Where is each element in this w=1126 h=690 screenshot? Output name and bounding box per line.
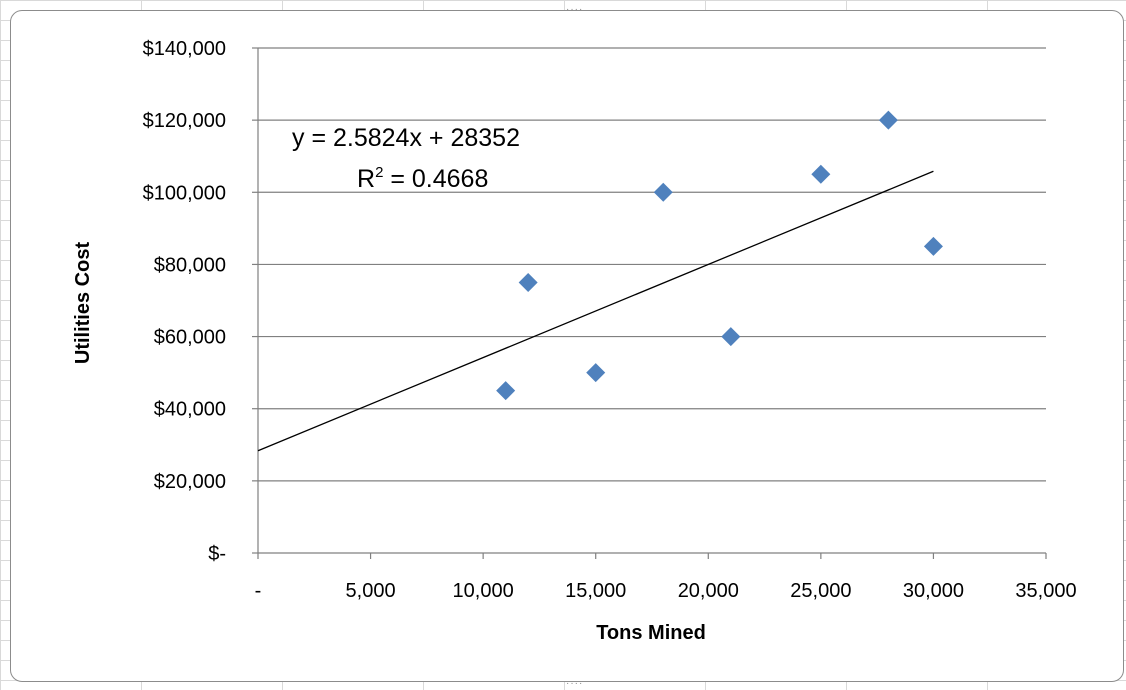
x-tick-label: 10,000 — [453, 580, 514, 602]
x-tick-label: 5,000 — [346, 580, 396, 602]
data-point — [518, 272, 538, 292]
y-tick-label: $80,000 — [154, 254, 226, 276]
trendline-equation: y = 2.5824x + 28352 — [292, 124, 520, 152]
data-point — [878, 110, 898, 130]
y-tick-label: $140,000 — [143, 38, 226, 60]
y-tick-label: $20,000 — [154, 471, 226, 493]
gridlines — [258, 47, 1046, 482]
chart-resize-handle-bottom[interactable]: ···· — [566, 678, 584, 689]
trendline — [257, 170, 934, 452]
x-tick-label: 20,000 — [678, 580, 739, 602]
y-tick-label: $60,000 — [154, 327, 226, 349]
x-tick-label: - — [255, 580, 262, 602]
chart-resize-handle-top[interactable]: ···· — [566, 4, 584, 15]
axes — [252, 47, 1047, 559]
r-squared-label: R2 = 0.4668 — [357, 164, 488, 193]
data-point — [721, 327, 741, 347]
x-tick-label: 35,000 — [1015, 580, 1076, 602]
y-axis-tick-labels: $- $20,000 $40,000 $60,000 $80,000 $100,000 $1… — [143, 38, 226, 565]
x-tick-label: 30,000 — [903, 580, 964, 602]
y-tick-label: $100,000 — [143, 182, 226, 204]
x-axis-title: Tons Mined — [596, 622, 706, 644]
y-tick-label: $120,000 — [143, 110, 226, 132]
x-tick-label: 15,000 — [565, 580, 626, 602]
data-points — [496, 110, 943, 401]
data-point — [586, 363, 606, 383]
x-axis-tick-labels: - 5,000 10,000 15,000 20,000 25,000 30,000 35,0… — [255, 580, 1077, 602]
chart-area[interactable]: ···· ···· — [10, 4, 1124, 689]
x-tick-label: 25,000 — [790, 580, 851, 602]
y-tick-label: $- — [208, 543, 226, 565]
data-point — [811, 164, 831, 184]
data-point — [496, 381, 516, 401]
data-point — [923, 236, 943, 256]
y-tick-label: $40,000 — [154, 399, 226, 421]
data-point — [653, 182, 673, 202]
y-axis-title: Utilities Cost — [72, 242, 94, 365]
